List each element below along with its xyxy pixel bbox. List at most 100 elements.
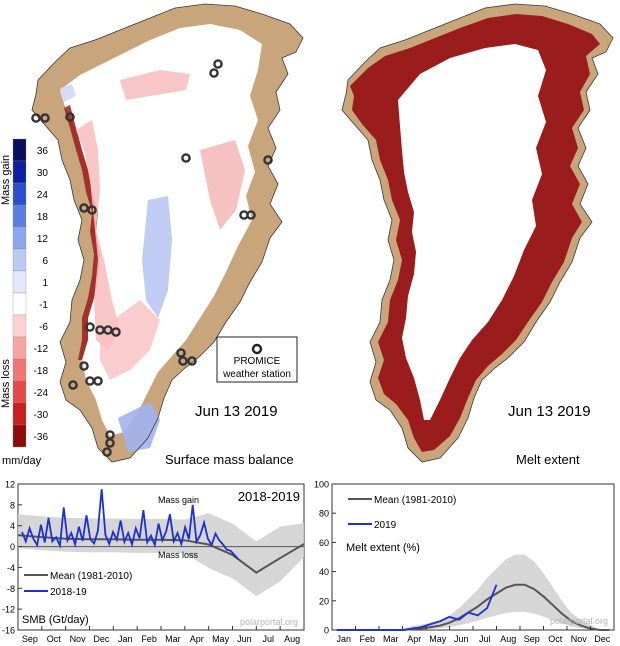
melt-xtick-label: Mar bbox=[383, 634, 399, 644]
smb-chart-title: 2018-2019 bbox=[238, 489, 300, 504]
colorbar-gain-label: Mass gain bbox=[0, 155, 12, 205]
colorbar-tick-label: 1 bbox=[42, 278, 48, 289]
smb-ytick-label: -4 bbox=[7, 563, 15, 573]
smb-xtick-label: Mar bbox=[165, 634, 181, 644]
legend-line1: PROMICE bbox=[234, 356, 281, 367]
melt-xtick-label: Feb bbox=[359, 634, 375, 644]
colorbar-swatch bbox=[12, 204, 27, 228]
melt-xtick-label: Jan bbox=[336, 634, 351, 644]
colorbar-tick-label: -1 bbox=[39, 300, 48, 311]
smb-xtick-label: May bbox=[212, 634, 230, 644]
smb-xtick-label: Sep bbox=[22, 634, 38, 644]
colorbar-swatch bbox=[12, 248, 27, 272]
smb-chart: 12 8 4 0 -4 -8 -12 -16 Sep Oct Nov Dec Jan Feb Mar Apr… bbox=[2, 480, 305, 644]
smb-ytick-label: -8 bbox=[7, 584, 15, 594]
smb-ytick-label: 0 bbox=[10, 542, 15, 552]
colorbar-tick-label: 36 bbox=[37, 146, 49, 157]
smb-mean-line bbox=[17, 534, 305, 574]
smb-xtick-label: Jul bbox=[262, 634, 274, 644]
smb-map: 36 30 24 18 12 6 1 -1 -6 -12 -18 -24 -30 -36 Mass gai… bbox=[0, 0, 310, 478]
legend-line2: weather station bbox=[222, 369, 291, 380]
colorbar-swatch bbox=[12, 336, 27, 360]
colorbar-tick-label: 18 bbox=[37, 212, 49, 223]
melt-map-date: Jun 13 2019 bbox=[508, 403, 591, 420]
smb-loss-annotation: Mass loss bbox=[158, 550, 199, 560]
colorbar-swatch bbox=[12, 270, 27, 294]
colorbar-tick-label: 12 bbox=[37, 234, 49, 245]
smb-xtick-label: Jan bbox=[118, 634, 133, 644]
melt-xtick-label: May bbox=[429, 634, 447, 644]
colorbar-swatch bbox=[12, 424, 27, 448]
colorbar-tick-label: 30 bbox=[37, 168, 49, 179]
colorbar-swatch bbox=[12, 402, 27, 426]
station-legend: PROMICE weather station bbox=[216, 336, 298, 383]
colorbar-tick-label: 24 bbox=[37, 190, 49, 201]
smb-ytick-label: -16 bbox=[2, 626, 15, 636]
smb-xtick-label: Apr bbox=[190, 634, 204, 644]
colorbar-tick-label: -18 bbox=[34, 366, 49, 377]
colorbar-tick-label: -12 bbox=[34, 344, 49, 355]
melt-ytick-label: 100 bbox=[314, 480, 329, 490]
smb-xtick-label: Feb bbox=[141, 634, 157, 644]
colorbar-unit: mm/day bbox=[2, 455, 42, 467]
colorbar-swatch bbox=[12, 138, 27, 162]
melt-ytick-label: 0 bbox=[324, 626, 329, 636]
colorbar-swatch bbox=[12, 380, 27, 404]
smb-xtick-label: Nov bbox=[70, 634, 87, 644]
melt-2019-line bbox=[336, 584, 498, 631]
colorbar-tick-label: -36 bbox=[34, 432, 49, 443]
smb-xtick-label: Oct bbox=[47, 634, 62, 644]
colorbar-swatch bbox=[12, 160, 27, 184]
colorbar-swatch bbox=[12, 226, 27, 250]
melt-xtick-label: Apr bbox=[407, 634, 421, 644]
smb-ylabel: SMB (Gt/day) bbox=[22, 614, 89, 626]
smb-ytick-label: 8 bbox=[10, 500, 15, 510]
melt-watermark: polarportal.org bbox=[550, 616, 608, 626]
colorbar-tick-label: -30 bbox=[34, 410, 49, 421]
melt-ytick-label: 60 bbox=[319, 538, 329, 548]
melt-map-caption: Melt extent bbox=[516, 452, 580, 467]
melt-legend: Mean (1981-2010) 2019 bbox=[348, 495, 456, 531]
melt-xtick-label: Nov bbox=[571, 634, 588, 644]
smb-ytick-label: -12 bbox=[2, 605, 15, 615]
colorbar-tick-label: 6 bbox=[42, 256, 48, 267]
melt-legend-mean: Mean (1981-2010) bbox=[374, 495, 456, 506]
colorbar-tick-label: -24 bbox=[34, 388, 49, 399]
melt-xtick-label: Jul bbox=[479, 634, 491, 644]
smb-2018-19-line bbox=[21, 489, 239, 560]
melt-ytick-label: 20 bbox=[319, 596, 329, 606]
station-markers bbox=[31, 59, 273, 457]
melt-legend-series: 2019 bbox=[374, 520, 397, 531]
melt-ytick-label: 80 bbox=[319, 509, 329, 519]
colorbar-tick-label: -6 bbox=[39, 322, 48, 333]
smb-legend: Mean (1981-2010) 2018-19 bbox=[24, 571, 132, 598]
melt-mean-band bbox=[336, 554, 610, 630]
colorbar-swatch bbox=[12, 182, 27, 206]
melt-xtick-label: Jun bbox=[454, 634, 469, 644]
colorbar-loss-label: Mass loss bbox=[0, 359, 12, 408]
smb-map-caption: Surface mass balance bbox=[165, 452, 294, 467]
melt-xtick-label: Oct bbox=[548, 634, 563, 644]
melt-chart: 100 80 60 40 20 0 Jan Feb Mar Apr May Jun Jul Aug Sep… bbox=[314, 480, 615, 644]
smb-legend-series: 2018-19 bbox=[50, 587, 87, 598]
smb-xtick-label: Jun bbox=[237, 634, 252, 644]
melt-map: Jun 13 2019 Melt extent bbox=[310, 0, 620, 478]
colorbar-swatch bbox=[12, 292, 27, 316]
melt-xtick-label: Sep bbox=[524, 634, 540, 644]
colorbar: 36 30 24 18 12 6 1 -1 -6 -12 -18 -24 -30 -36 bbox=[12, 138, 49, 448]
melt-chart-title: Melt extent (%) bbox=[346, 542, 420, 554]
smb-watermark: polarportal.org bbox=[240, 617, 298, 627]
smb-ytick-label: 12 bbox=[5, 480, 15, 490]
colorbar-swatch bbox=[12, 314, 27, 338]
smb-xtick-label: Aug bbox=[284, 634, 300, 644]
melt-xtick-label: Aug bbox=[500, 634, 516, 644]
smb-gain-annotation: Mass gain bbox=[158, 495, 199, 505]
smb-legend-mean: Mean (1981-2010) bbox=[50, 571, 132, 582]
smb-xtick-label: Dec bbox=[93, 634, 110, 644]
colorbar-swatch bbox=[12, 358, 27, 382]
smb-map-date: Jun 13 2019 bbox=[195, 403, 278, 420]
smb-ytick-label: 4 bbox=[10, 521, 15, 531]
melt-xtick-label: Dec bbox=[594, 634, 611, 644]
station-ring-icon bbox=[251, 343, 263, 355]
melt-ytick-label: 40 bbox=[319, 567, 329, 577]
